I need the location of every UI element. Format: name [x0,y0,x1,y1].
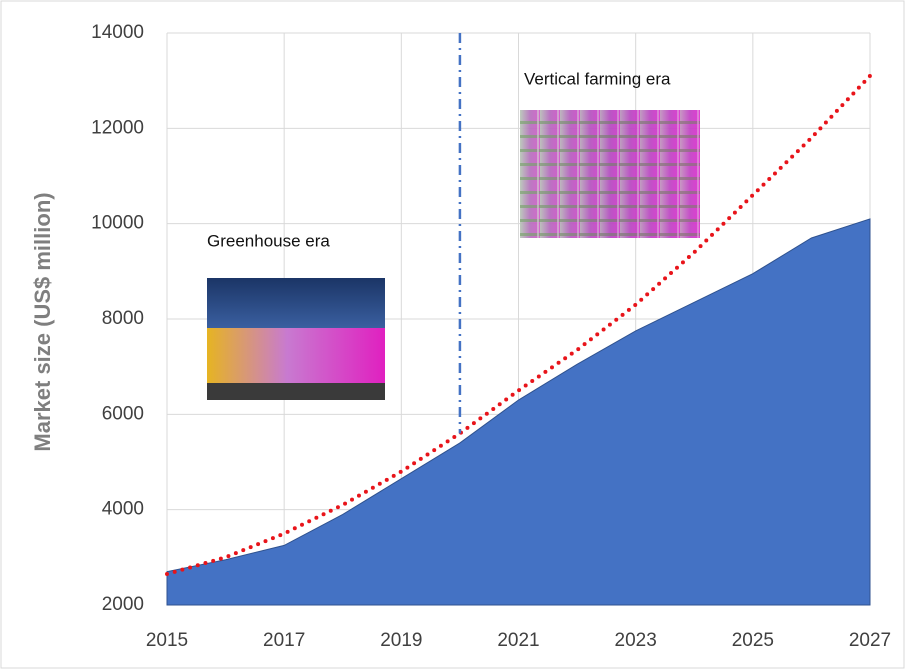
x-tick-label: 2027 [849,630,891,651]
x-tick-label: 2017 [263,630,305,651]
y-tick-label: 4000 [102,499,144,520]
trend-line [165,73,872,577]
y-tick-label: 6000 [102,403,144,424]
x-tick-label: 2015 [146,630,188,651]
x-tick-label: 2023 [615,630,657,651]
x-tick-label: 2025 [732,630,774,651]
y-tick-label: 12000 [91,117,144,138]
x-tick-label: 2019 [380,630,422,651]
y-tick-label: 14000 [91,22,144,43]
y-tick-label: 8000 [102,308,144,329]
y-tick-label: 2000 [102,594,144,615]
x-tick-label: 2021 [497,630,539,651]
annotation: Vertical farming era [524,69,671,88]
annotation: Greenhouse era [207,231,330,250]
greenhouse-image [207,278,385,400]
y-axis-label: Market size (US$ million) [30,192,55,451]
area [166,218,871,606]
y-tick-label: 10000 [91,213,144,234]
vertical-farm-image [520,110,700,238]
